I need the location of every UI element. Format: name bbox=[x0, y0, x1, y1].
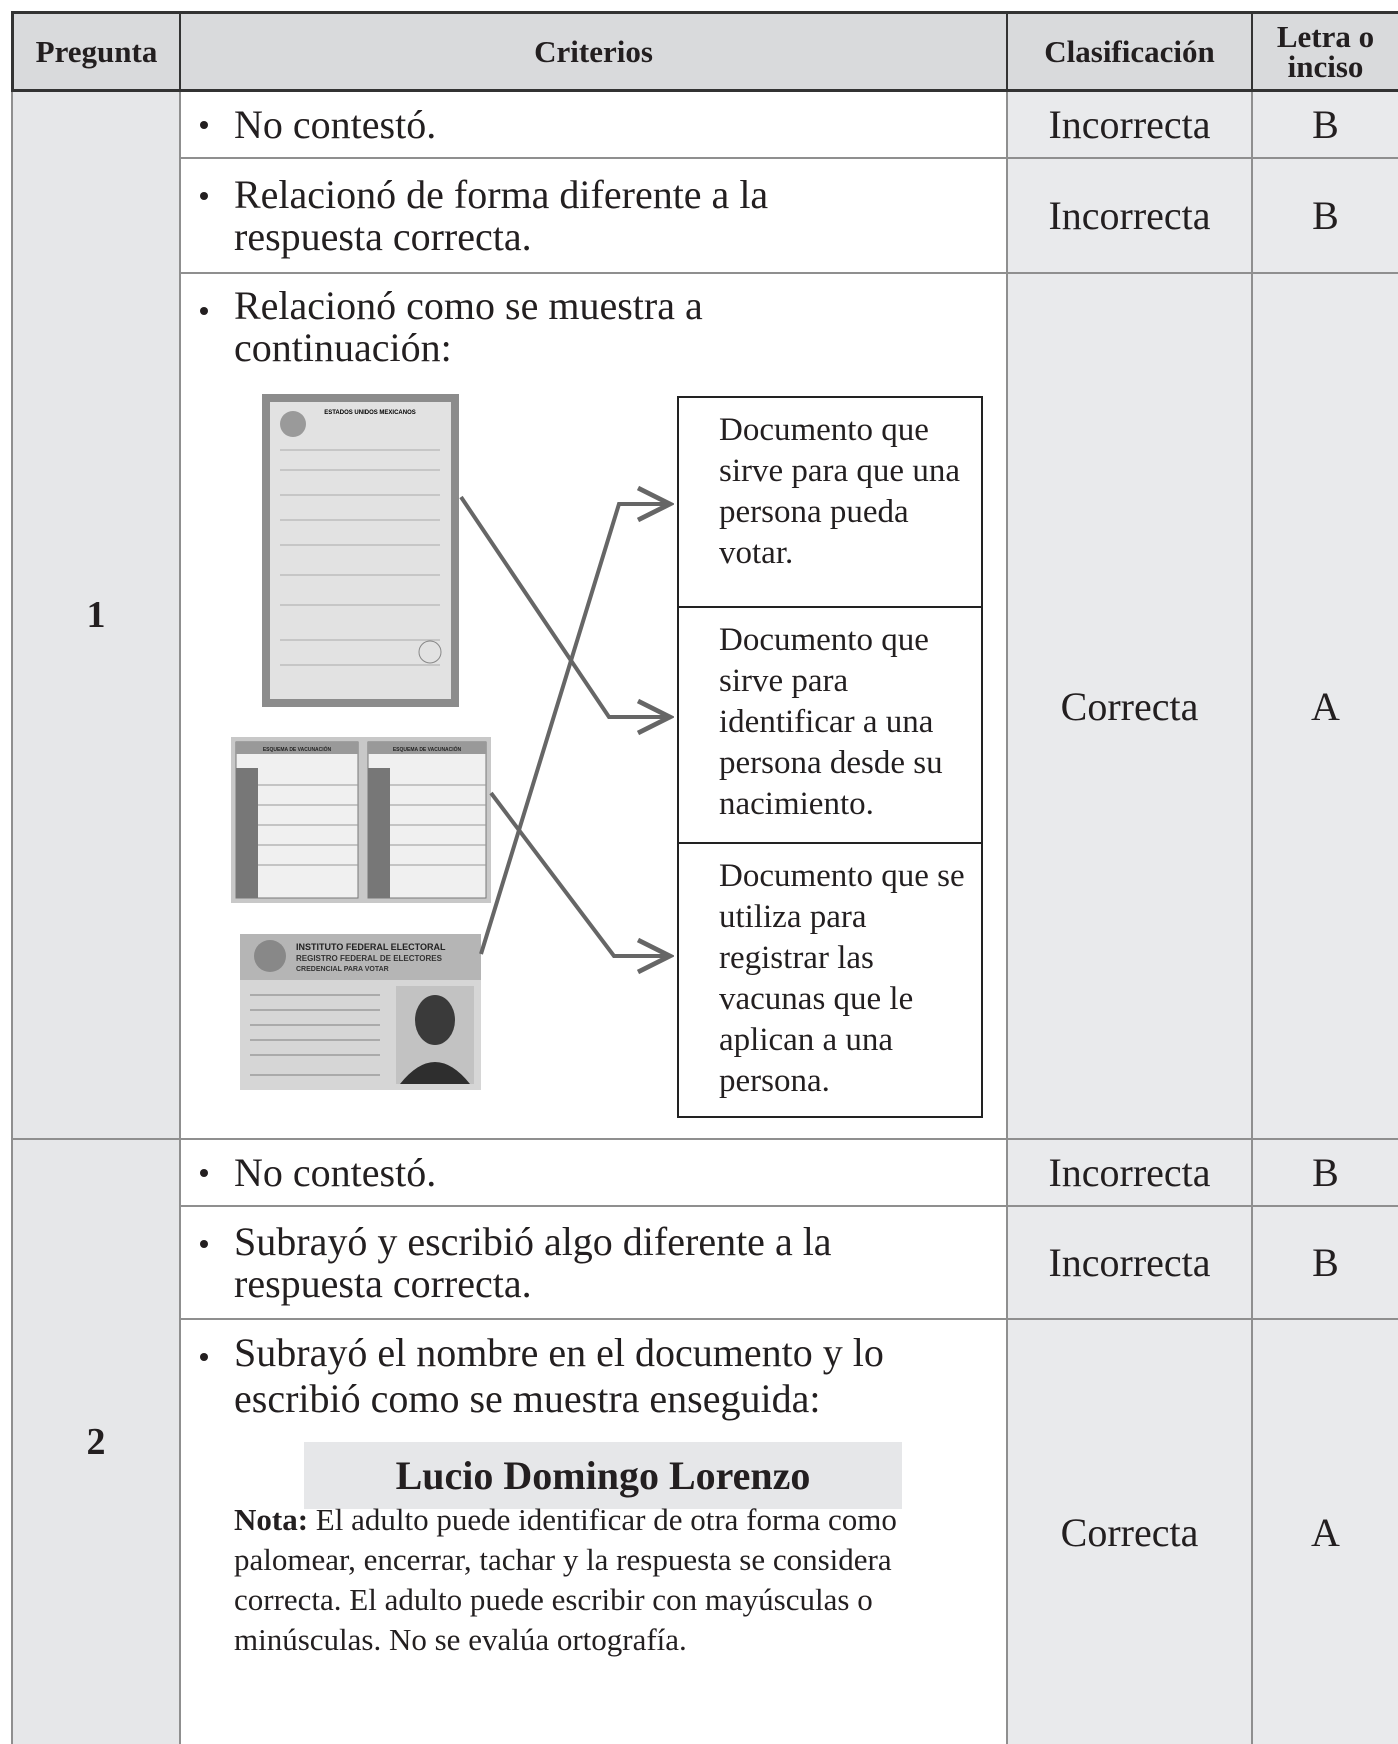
letter-text: B bbox=[1312, 1240, 1339, 1285]
classification-text: Correcta bbox=[1060, 683, 1199, 729]
header-cell: Pregunta bbox=[11, 11, 181, 92]
letter-cell: A bbox=[1253, 274, 1398, 1140]
criterion-text: Relacionó como se muestra a continuación… bbox=[234, 283, 703, 370]
criterion-text: Subrayó y escribió algo diferente a la r… bbox=[234, 1218, 832, 1306]
note: Nota: El adulto puede identificar de otr… bbox=[234, 1500, 994, 1660]
criterion-text: Subrayó el nombre en el documento y lo e… bbox=[234, 1330, 884, 1421]
question-number: 1 bbox=[11, 92, 181, 1140]
header-text: Letra o inciso bbox=[1276, 18, 1375, 84]
letter-text: A bbox=[1311, 1509, 1340, 1555]
classification-cell: Incorrecta bbox=[1008, 1207, 1253, 1320]
criterion-cell: Relacionó de forma diferente a la respue… bbox=[181, 159, 1008, 274]
criterion-cell: Subrayó el nombre en el documento y lo e… bbox=[181, 1320, 1008, 1744]
bullet bbox=[200, 192, 208, 200]
header-cell: Clasificación bbox=[1008, 11, 1253, 92]
classification-text: Incorrecta bbox=[1048, 102, 1211, 147]
header-text: Pregunta bbox=[35, 33, 158, 69]
letter-text: A bbox=[1311, 683, 1340, 729]
question-number-text: 2 bbox=[86, 1421, 106, 1463]
criterion-cell: No contestó. bbox=[181, 92, 1008, 159]
classification-cell: Incorrecta bbox=[1008, 1140, 1253, 1207]
criterion-cell: No contestó. bbox=[181, 1140, 1008, 1207]
letter-cell: B bbox=[1253, 1207, 1398, 1320]
header-text: Clasificación bbox=[1044, 33, 1215, 69]
bullet bbox=[200, 1168, 208, 1177]
header-cell: Letra o inciso bbox=[1253, 11, 1398, 92]
match-box-text: Documento que se utiliza para registrar … bbox=[719, 858, 965, 1099]
classification-cell: Incorrecta bbox=[1008, 159, 1253, 274]
letter-cell: B bbox=[1253, 159, 1398, 274]
header-cell: Criterios bbox=[181, 11, 1008, 92]
classification-text: Correcta bbox=[1060, 1509, 1199, 1555]
criterion-cell: Subrayó y escribió algo diferente a la r… bbox=[181, 1207, 1008, 1320]
answer-text: Lucio Domingo Lorenzo bbox=[395, 1453, 811, 1498]
classification-cell: Correcta bbox=[1008, 1320, 1253, 1744]
match-box-text: Documento que sirve para que una persona… bbox=[719, 412, 960, 571]
match-box: Documento que se utiliza para registrar … bbox=[677, 842, 983, 1118]
question-number: 2 bbox=[11, 1140, 181, 1744]
classification-text: Incorrecta bbox=[1048, 1150, 1211, 1195]
classification-cell: Incorrecta bbox=[1008, 92, 1253, 159]
classification-cell: Correcta bbox=[1008, 274, 1253, 1140]
classification-text: Incorrecta bbox=[1048, 1240, 1211, 1285]
bullet bbox=[200, 1240, 208, 1248]
letter-text: B bbox=[1312, 193, 1339, 238]
match-box-text: Documento que sirve para identificar a u… bbox=[719, 622, 943, 822]
match-box: Documento que sirve para identificar a u… bbox=[677, 606, 983, 844]
letter-cell: B bbox=[1253, 1140, 1398, 1207]
bullet bbox=[200, 120, 208, 129]
classification-text: Incorrecta bbox=[1048, 193, 1211, 238]
letter-cell: A bbox=[1253, 1320, 1398, 1744]
question-number-text: 1 bbox=[86, 594, 106, 636]
bullet bbox=[200, 1353, 208, 1361]
answer-box: Lucio Domingo Lorenzo bbox=[304, 1442, 902, 1509]
criterion-cell: Relacionó como se muestra a continuación… bbox=[181, 274, 1008, 1140]
criterion-text: No contestó. bbox=[234, 101, 437, 147]
bullet bbox=[200, 307, 208, 315]
note-text: El adulto puede identificar de otra form… bbox=[234, 1502, 897, 1657]
letter-cell: B bbox=[1253, 92, 1398, 159]
match-box: Documento que sirve para que una persona… bbox=[677, 396, 983, 608]
criterion-text: Relacionó de forma diferente a la respue… bbox=[234, 171, 769, 259]
criterion-text: No contestó. bbox=[234, 1149, 437, 1195]
header-text: Criterios bbox=[534, 33, 653, 69]
letter-text: B bbox=[1312, 1150, 1339, 1195]
note-label: Nota: bbox=[234, 1502, 309, 1537]
letter-text: B bbox=[1312, 102, 1339, 147]
